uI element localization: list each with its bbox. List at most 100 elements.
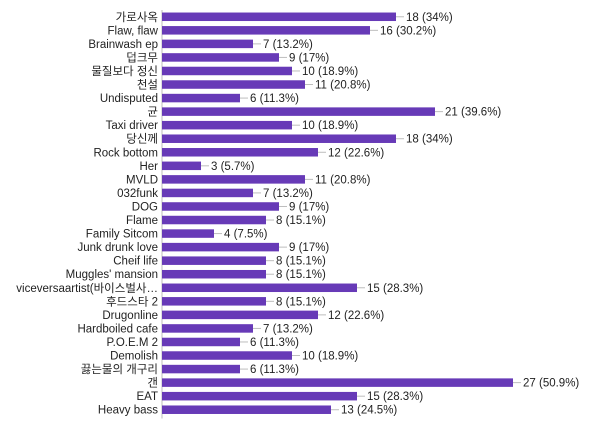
category-label: Flame: [126, 215, 158, 227]
category-label: 032funk: [117, 188, 158, 200]
bar: [162, 310, 318, 320]
bar: [162, 242, 279, 252]
category-label: Her: [139, 161, 158, 173]
bar: [162, 66, 292, 76]
category-label: Muggles' mansion: [66, 269, 158, 281]
bar-row: Flaw, flaw 16 (30.2%): [108, 25, 437, 37]
bar-row: 천설 11 (20.8%): [137, 78, 371, 92]
value-label: 7 (13.2%): [263, 323, 313, 335]
bar-row: Cheif life 8 (15.1%): [113, 256, 326, 268]
bar-row: Drugonline 12 (22.6%): [102, 310, 384, 322]
category-label: Flaw, flaw: [108, 25, 159, 37]
bar: [162, 12, 396, 22]
bar: [162, 120, 292, 130]
category-label: Junk drunk love: [77, 242, 158, 254]
bar: [162, 202, 279, 211]
value-label: 15 (28.3%): [367, 391, 423, 403]
bar: [162, 297, 266, 306]
bar: [162, 134, 396, 143]
bar: [162, 351, 292, 360]
value-label: 11 (20.8%): [315, 174, 371, 186]
bar: [162, 337, 240, 347]
bar: [162, 269, 266, 279]
bar-row: Hardboiled cafe 7 (13.2%): [77, 323, 313, 335]
bar: [162, 378, 513, 387]
bar: [162, 283, 357, 293]
bar: [162, 93, 240, 103]
value-label: 8 (15.1%): [276, 256, 326, 268]
bar: [162, 39, 253, 49]
value-label: 3 (5.7%): [211, 161, 255, 173]
category-label: 후드스타 2: [106, 295, 158, 308]
category-label: Demolish: [110, 351, 158, 363]
value-label: 6 (11.3%): [250, 364, 299, 376]
value-label: 4 (7.5%): [224, 229, 268, 241]
value-label: 12 (22.6%): [328, 310, 384, 322]
value-label: 16 (30.2%): [380, 25, 436, 37]
category-label: Taxi driver: [106, 120, 159, 132]
bar-row: viceversaartist(바이스벌사… 15 (28.3%): [16, 282, 423, 295]
value-label: 7 (13.2%): [263, 188, 313, 200]
category-label: Family Sitcom: [86, 229, 158, 241]
bar: [162, 148, 318, 157]
bar-row: 당신께 18 (34%): [126, 133, 453, 146]
bar-row: 032funk 7 (13.2%): [117, 188, 313, 200]
category-label: 가로사옥: [116, 11, 158, 24]
bar: [162, 188, 253, 198]
category-label: P.O.E.M 2: [106, 337, 158, 349]
bar-row: Undisputed 6 (11.3%): [100, 93, 299, 105]
bar-row: Her 3 (5.7%): [139, 161, 254, 173]
category-label: 물질보다 정신: [91, 65, 158, 78]
value-label: 9 (17%): [289, 201, 329, 213]
category-label: Undisputed: [100, 93, 158, 105]
value-label: 6 (11.3%): [250, 93, 299, 105]
bar: [162, 26, 370, 35]
category-label: 끓는물의 개구리: [81, 363, 158, 376]
bar: [162, 161, 201, 171]
value-label: 7 (13.2%): [263, 39, 313, 51]
category-label: viceversaartist(바이스벌사…: [16, 282, 158, 295]
category-label: 갠: [147, 377, 158, 390]
bar-row: EAT 15 (28.3%): [136, 391, 423, 403]
category-label: MVLD: [126, 174, 158, 186]
bar-row: 후드스타 2 8 (15.1%): [106, 295, 326, 308]
value-label: 8 (15.1%): [276, 269, 326, 281]
bar-row: Heavy bass 13 (24.5%): [98, 405, 398, 417]
bar-row: Taxi driver 10 (18.9%): [106, 120, 359, 132]
bar-row: Flame 8 (15.1%): [126, 215, 326, 227]
category-label: 덥크무: [126, 51, 158, 64]
value-label: 10 (18.9%): [302, 66, 358, 78]
value-label: 8 (15.1%): [276, 215, 326, 227]
bar-row: Rock bottom 12 (22.6%): [93, 147, 384, 159]
category-label: Drugonline: [102, 310, 158, 322]
bar-row: MVLD 11 (20.8%): [126, 174, 371, 186]
bar-row: 가로사옥 18 (34%): [116, 11, 453, 24]
value-label: 9 (17%): [289, 52, 329, 64]
value-label: 8 (15.1%): [276, 296, 326, 308]
category-label: Hardboiled cafe: [77, 323, 158, 335]
bar: [162, 175, 305, 184]
bar: [162, 107, 435, 116]
bar: [162, 324, 253, 333]
value-label: 21 (39.6%): [445, 107, 501, 119]
bar: [162, 405, 331, 414]
bar: [162, 53, 279, 62]
bar-row: 덥크무 9 (17%): [126, 51, 329, 64]
bar: [162, 364, 240, 374]
category-label: Rock bottom: [93, 147, 158, 159]
value-label: 15 (28.3%): [367, 283, 423, 295]
bar-row: Demolish 10 (18.9%): [110, 351, 358, 363]
category-label: DOG: [132, 201, 158, 213]
category-label: Cheif life: [113, 256, 158, 268]
bar-row: Family Sitcom 4 (7.5%): [86, 229, 268, 241]
category-label: EAT: [136, 391, 158, 403]
value-label: 18 (34%): [406, 134, 453, 146]
bar-row: 끓는물의 개구리 6 (11.3%): [81, 363, 299, 376]
bar-row: 균 21 (39.6%): [147, 107, 501, 119]
bar-row: Muggles' mansion 8 (15.1%): [66, 269, 326, 281]
bar: [162, 229, 214, 238]
value-label: 11 (20.8%): [315, 80, 371, 92]
category-label: Heavy bass: [98, 405, 158, 417]
category-label: 당신께: [126, 133, 158, 146]
